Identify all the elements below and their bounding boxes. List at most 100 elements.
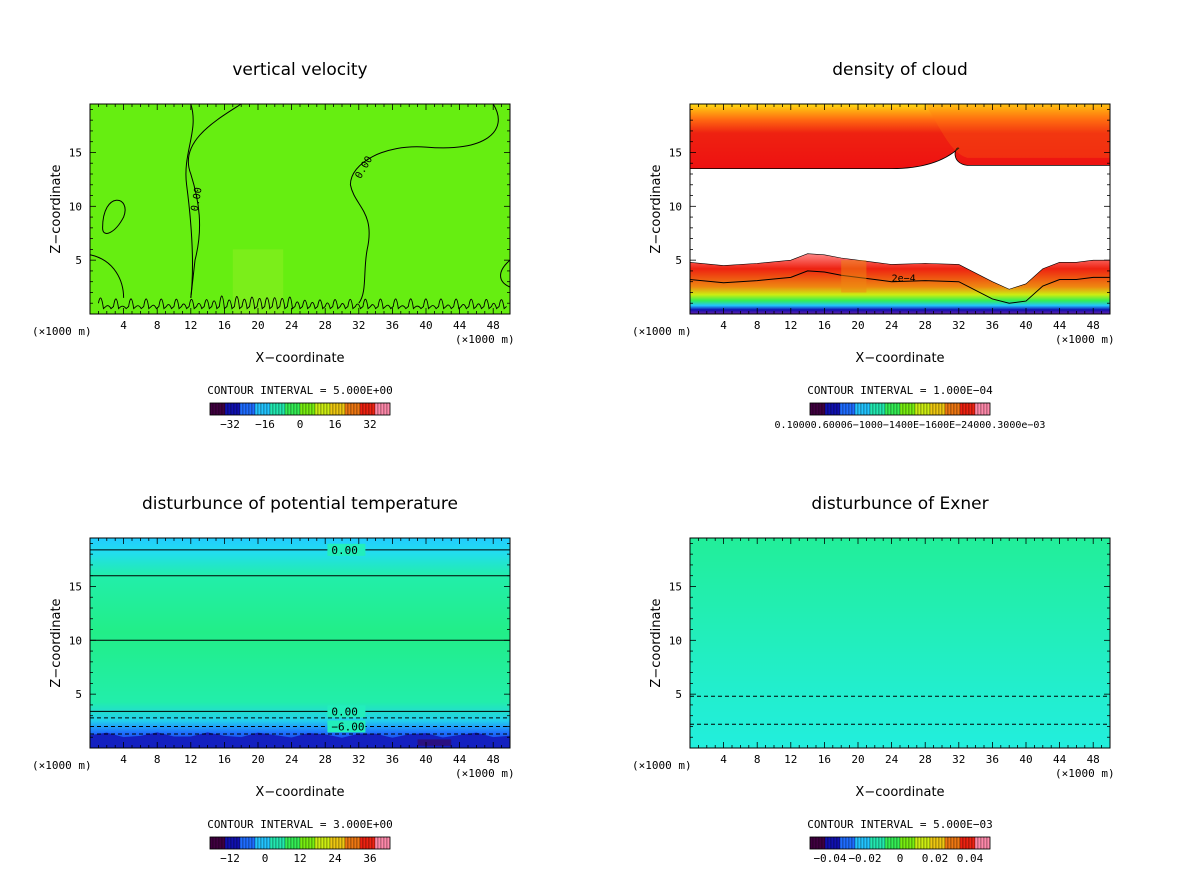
colorbar-cell	[356, 402, 361, 416]
colorbar-cell	[908, 836, 913, 850]
colorbar-cell	[980, 402, 985, 416]
y-tick-label: 10	[69, 634, 82, 647]
colorbar-cell	[896, 836, 901, 850]
colorbar-frame	[809, 402, 991, 416]
y-tick-label: 15	[69, 146, 82, 159]
colorbar-tick-label: 36	[363, 852, 376, 865]
colorbar-cell	[866, 836, 871, 850]
colorbar-cell	[818, 836, 823, 850]
colorbar-cell	[308, 836, 313, 850]
colorbar-cell	[941, 836, 946, 850]
colorbar-cell	[260, 402, 265, 416]
axis-ticks	[690, 104, 1110, 314]
x-tick-label: 20	[251, 753, 264, 766]
colorbar-cell	[254, 836, 259, 850]
colorbar-cell	[230, 836, 235, 850]
colorbar-tick-label: 24	[328, 852, 342, 865]
colorbar-cell	[380, 836, 385, 850]
contour-line	[689, 270, 1110, 304]
colorbar-cell	[866, 402, 871, 416]
colorbar-cell	[911, 836, 916, 850]
colorbar-cell	[335, 836, 340, 850]
colorbar-cell	[959, 836, 964, 850]
colorbar-cell	[929, 836, 934, 850]
colorbar-cell	[278, 402, 283, 416]
colorbar-cell	[371, 836, 376, 850]
colorbar-cell	[251, 836, 256, 850]
colorbar-cell	[317, 402, 322, 416]
x-tick-label: 4	[720, 753, 727, 766]
y-axis-label: Z−coordinate	[49, 164, 64, 253]
colorbar-cell	[899, 402, 904, 416]
colorbar-cell	[347, 402, 352, 416]
colorbar-cell	[296, 836, 301, 850]
colorbar-cell	[914, 402, 919, 416]
colorbar-cell	[386, 402, 391, 416]
colorbar-cell	[893, 402, 898, 416]
colorbar-cell	[809, 402, 814, 416]
colorbar-cell	[218, 836, 223, 850]
colorbar-tick-label: 16	[328, 418, 341, 431]
colorbar-frame	[809, 836, 991, 850]
colorbar-cell	[863, 402, 868, 416]
colorbar-cell	[341, 402, 346, 416]
colorbar-cell	[956, 402, 961, 416]
x-tick-label: 40	[419, 319, 432, 332]
contour-label: 0.00	[190, 187, 205, 213]
colorbar: −12 0 12 24 36	[209, 836, 391, 865]
colorbar-tick-label: −0.02	[848, 852, 881, 865]
lower-cloud-band	[689, 253, 1111, 315]
x-tick-label: 12	[784, 753, 797, 766]
colorbar-cell	[323, 836, 328, 850]
colorbar-cell	[362, 402, 367, 416]
colorbar-cell	[269, 836, 274, 850]
colorbar-cell	[251, 402, 256, 416]
colorbar-cell	[869, 402, 874, 416]
contour-line	[89, 254, 125, 298]
colorbar-cell	[926, 402, 931, 416]
colorbar-cell	[236, 402, 241, 416]
colorbar-cell	[986, 836, 991, 850]
colorbar-cell	[233, 402, 238, 416]
colorbar-tick-label: −0.04	[813, 852, 846, 865]
contour-interval: CONTOUR INTERVAL = 5.000E+00	[207, 384, 392, 397]
colorbar-cell	[266, 836, 271, 850]
colorbar-cell	[947, 402, 952, 416]
label-bg	[327, 705, 366, 718]
colorbar-cell	[218, 402, 223, 416]
colorbar-cell	[890, 402, 895, 416]
colorbar-cell	[848, 836, 853, 850]
x-tick-label: 44	[1053, 319, 1067, 332]
label-bg	[327, 543, 366, 556]
colorbar-cell	[911, 402, 916, 416]
colorbar: 0.10000.60006−1000−1400E−1600E−24000.300…	[775, 402, 1045, 431]
colorbar-cell	[977, 836, 982, 850]
plot-area: 0.00 0.00 −6.00	[90, 538, 510, 748]
colorbar-cell	[875, 402, 880, 416]
colorbar-cell	[986, 402, 991, 416]
contour-line	[185, 103, 194, 298]
colorbar-cell	[221, 836, 226, 850]
contour-line	[102, 199, 126, 234]
colorbar-cell	[320, 836, 325, 850]
colorbar-cell	[953, 402, 958, 416]
colorbar-cell	[215, 402, 220, 416]
x-tick-label: 40	[1019, 319, 1032, 332]
colorbar-cell	[890, 836, 895, 850]
colorbar-cell	[266, 402, 271, 416]
colorbar-cell	[905, 836, 910, 850]
colorbar-tick-label: 32	[363, 418, 376, 431]
colorbar-cell	[836, 402, 841, 416]
colorbar-cell	[818, 402, 823, 416]
colorbar-cell	[938, 836, 943, 850]
contour-line	[188, 103, 242, 298]
colorbar-cell	[854, 836, 859, 850]
colorbar-cell	[842, 836, 847, 850]
colorbar-cell	[272, 836, 277, 850]
colorbar-cell	[917, 402, 922, 416]
colorbar-cell	[860, 836, 865, 850]
colorbar-cell	[863, 836, 868, 850]
colorbar-cell	[899, 836, 904, 850]
colorbar-tick-label: 0.02	[922, 852, 949, 865]
axis-ticks	[690, 538, 1110, 748]
